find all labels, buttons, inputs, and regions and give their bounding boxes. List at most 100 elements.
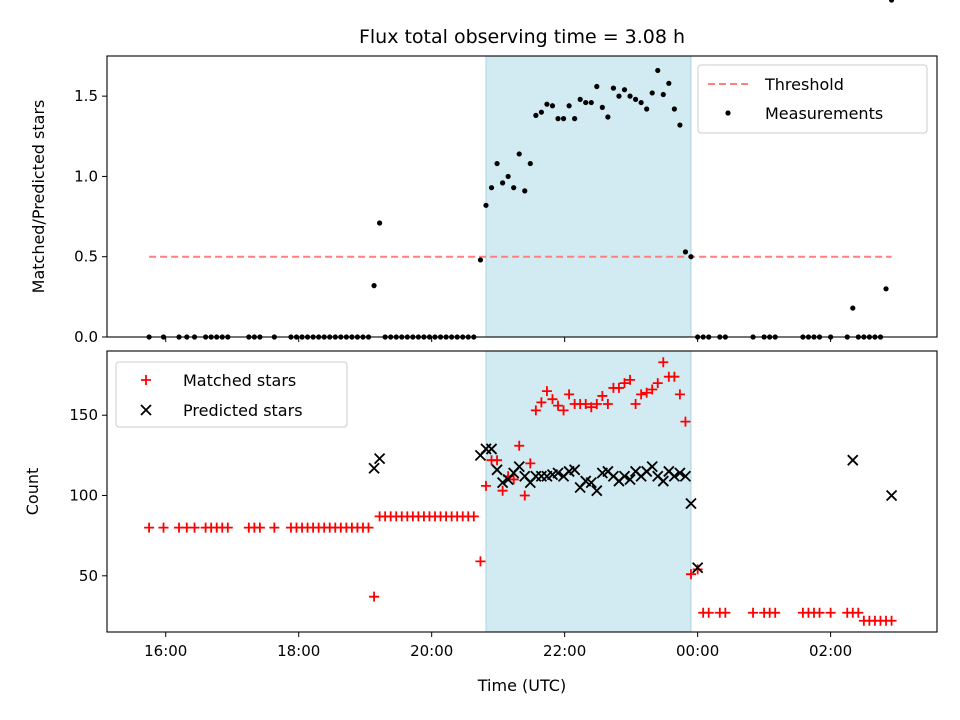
matched-stars-point — [748, 607, 759, 618]
matched-stars-point — [853, 607, 864, 618]
measurements-point — [549, 103, 556, 109]
measurements-point — [538, 109, 544, 115]
measurements-point — [577, 96, 583, 102]
matched-stars-point — [770, 607, 781, 618]
predicted-stars-point — [657, 475, 669, 487]
measurements-point — [621, 87, 628, 93]
matched-stars-point — [492, 455, 503, 466]
measurements-point — [500, 180, 506, 186]
measurements-point — [605, 114, 611, 120]
matched-stars-point — [508, 474, 519, 485]
measurements-point — [599, 104, 605, 110]
shaded-span-top — [485, 55, 692, 338]
measurements-point — [583, 99, 589, 106]
legend-box-top — [697, 64, 928, 134]
legend-box-bottom — [115, 361, 348, 428]
predicted-stars-point — [674, 467, 686, 479]
measurements-point — [483, 202, 489, 208]
measurements-point — [560, 116, 567, 122]
x-ticks-bottom: 16:00 18:00 20:00 22:00 00:00 02:00 — [144, 632, 852, 660]
legend-label-threshold: Threshold — [764, 75, 844, 94]
matched-stars-point — [475, 556, 486, 567]
measurements-point — [505, 173, 511, 180]
measurements-point — [850, 305, 856, 311]
measurements-point — [588, 99, 594, 106]
measurements-point — [477, 257, 484, 263]
predicted-stars-point — [569, 464, 581, 476]
legend-item-measurements: Measurements — [725, 104, 883, 123]
matched-stars-point — [547, 394, 558, 405]
measurements-point — [644, 106, 650, 112]
measurements-point — [566, 103, 572, 109]
measurements-point — [671, 106, 677, 112]
matched-stars-point — [647, 384, 658, 395]
matched-stars-point — [536, 397, 547, 408]
plot-frame-bottom — [106, 350, 938, 633]
matched-stars-point — [886, 615, 897, 626]
predicted-stars-point — [552, 467, 564, 479]
predicted-stars-point — [692, 562, 704, 574]
matched-stars-point — [189, 522, 200, 533]
predicted-stars-point — [591, 485, 603, 497]
predicted-stars-point — [668, 470, 681, 482]
x-tick-label: 00:00 — [676, 642, 719, 660]
measurements-point — [666, 80, 672, 86]
predicted-stars-point — [585, 477, 597, 489]
measurements-point — [883, 286, 889, 292]
x-tick-label: 18:00 — [277, 642, 320, 660]
matched-stars-point — [652, 378, 663, 389]
matched-stars-point — [658, 357, 669, 368]
matched-stars-point — [541, 386, 552, 397]
predicted-stars-point — [513, 460, 525, 473]
predicted-stars-point — [496, 477, 509, 489]
matched-stars-point — [144, 522, 155, 533]
ylabel-top: Matched/Predicted stars — [29, 100, 48, 294]
y-tick-label: 150 — [69, 406, 98, 424]
matched-stars-point — [363, 522, 374, 533]
measurements-point — [371, 283, 377, 289]
measurements-point — [522, 188, 528, 194]
x-axis-label: Time (UTC) — [477, 676, 566, 695]
matched-stars-point — [685, 569, 696, 580]
legend-swatch-predicted — [140, 404, 152, 416]
measurements-point — [555, 116, 561, 122]
x-tick-label: 16:00 — [144, 642, 187, 660]
predicted-stars-point — [368, 462, 380, 474]
matched-stars-point — [669, 371, 680, 382]
measurements-point — [688, 254, 694, 260]
matched-stars-point — [558, 405, 569, 416]
legend-label-measurements: Measurements — [765, 104, 883, 123]
predicted-stars-point — [618, 470, 631, 482]
x-tick-label: 02:00 — [809, 642, 852, 660]
matched-stars-point — [825, 607, 836, 618]
matched-stars-point — [597, 390, 608, 401]
predicted-stars-point — [485, 443, 498, 455]
plot-frame-top — [106, 55, 938, 338]
legend-bottom: Matched stars Predicted stars — [115, 361, 348, 428]
matched-stars-point — [613, 382, 624, 393]
legend-swatch-measurements — [725, 110, 731, 116]
matched-stars-point — [369, 591, 380, 602]
shaded-span-bottom — [485, 350, 692, 633]
measurements-point — [527, 160, 533, 167]
measurements-point — [377, 220, 383, 226]
matched-stars-point — [553, 400, 564, 411]
matched-stars-point — [525, 458, 536, 469]
x-tick-label: 20:00 — [410, 642, 453, 660]
measurements-point — [533, 112, 539, 119]
legend-item-matched: Matched stars — [141, 371, 296, 390]
matched-stars-point — [158, 522, 169, 533]
legend-label-matched: Matched stars — [183, 371, 296, 390]
matched-stars-point — [720, 607, 731, 618]
measurements-point — [888, 0, 895, 3]
chart-title: Flux total observing time = 3.08 h — [359, 26, 685, 48]
matched-stars-point — [514, 440, 525, 451]
measurements-point — [610, 85, 617, 91]
measurements-point — [544, 101, 550, 107]
predicted-stars-point — [624, 473, 636, 486]
measurements-point — [572, 116, 578, 122]
y-tick-label: 50 — [79, 567, 98, 585]
measurements-point — [627, 93, 633, 99]
